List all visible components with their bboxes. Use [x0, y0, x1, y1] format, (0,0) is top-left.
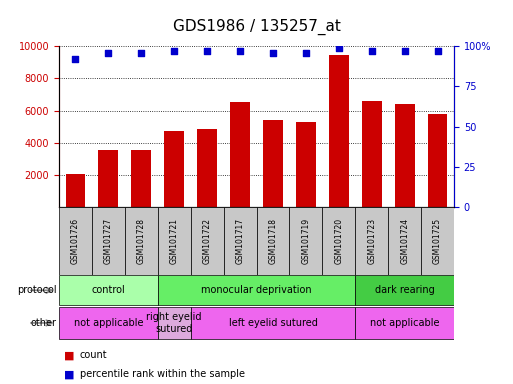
Text: GDS1986 / 135257_at: GDS1986 / 135257_at: [172, 19, 341, 35]
Bar: [98, 151, 118, 207]
Bar: [263, 120, 283, 207]
Point: [401, 48, 409, 54]
Text: GSM101725: GSM101725: [433, 218, 442, 264]
Bar: [362, 101, 382, 207]
Text: not applicable: not applicable: [74, 318, 143, 328]
Point: [334, 45, 343, 51]
Text: other: other: [30, 318, 56, 328]
Bar: [224, 207, 256, 275]
Text: GSM101718: GSM101718: [268, 218, 278, 264]
Text: not applicable: not applicable: [370, 318, 439, 328]
Text: left eyelid sutured: left eyelid sutured: [228, 318, 318, 328]
Bar: [66, 174, 85, 207]
Bar: [158, 207, 191, 275]
Text: right eyelid
sutured: right eyelid sutured: [146, 312, 202, 334]
Text: ■: ■: [64, 369, 74, 379]
Point: [236, 48, 244, 54]
Text: GSM101724: GSM101724: [400, 218, 409, 264]
Text: GSM101721: GSM101721: [170, 218, 179, 264]
Bar: [355, 275, 454, 305]
Bar: [131, 151, 151, 207]
Text: GSM101720: GSM101720: [334, 218, 343, 264]
Bar: [394, 104, 415, 207]
Bar: [191, 307, 355, 339]
Point: [170, 48, 179, 54]
Bar: [92, 207, 125, 275]
Bar: [322, 207, 355, 275]
Text: GSM101726: GSM101726: [71, 218, 80, 264]
Bar: [289, 207, 322, 275]
Text: percentile rank within the sample: percentile rank within the sample: [80, 369, 245, 379]
Text: count: count: [80, 350, 107, 360]
Point: [104, 50, 112, 56]
Bar: [197, 129, 217, 207]
Point: [433, 48, 442, 54]
Text: GSM101722: GSM101722: [203, 218, 212, 264]
Bar: [191, 207, 224, 275]
Bar: [329, 55, 349, 207]
Bar: [59, 207, 92, 275]
Bar: [355, 307, 454, 339]
Text: GSM101728: GSM101728: [137, 218, 146, 264]
Text: control: control: [91, 285, 125, 295]
Text: GSM101719: GSM101719: [301, 218, 310, 264]
Bar: [388, 207, 421, 275]
Bar: [59, 275, 158, 305]
Point: [269, 50, 277, 56]
Point: [302, 50, 310, 56]
Text: protocol: protocol: [17, 285, 56, 295]
Bar: [296, 122, 315, 207]
Text: GSM101717: GSM101717: [235, 218, 245, 264]
Text: dark rearing: dark rearing: [375, 285, 435, 295]
Point: [137, 50, 145, 56]
Text: GSM101723: GSM101723: [367, 218, 376, 264]
Bar: [428, 114, 447, 207]
Bar: [256, 207, 289, 275]
Bar: [158, 275, 355, 305]
Bar: [125, 207, 158, 275]
Point: [368, 48, 376, 54]
Text: ■: ■: [64, 350, 74, 360]
Bar: [230, 102, 250, 207]
Bar: [158, 307, 191, 339]
Bar: [355, 207, 388, 275]
Bar: [164, 131, 184, 207]
Bar: [59, 307, 158, 339]
Text: GSM101727: GSM101727: [104, 218, 113, 264]
Point: [71, 56, 80, 62]
Text: monocular deprivation: monocular deprivation: [201, 285, 312, 295]
Bar: [421, 207, 454, 275]
Point: [203, 48, 211, 54]
